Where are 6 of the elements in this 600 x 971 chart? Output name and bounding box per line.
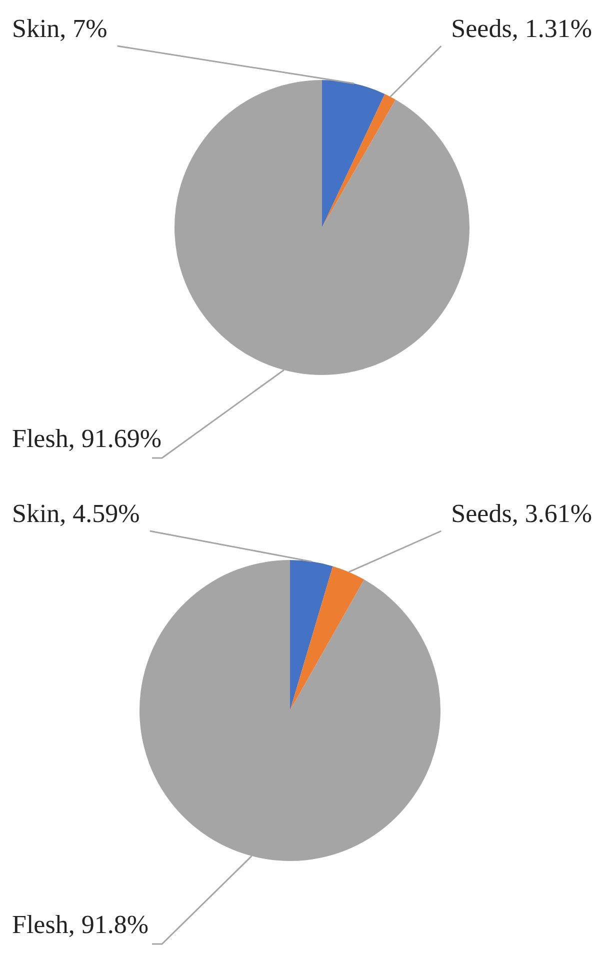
slice-label: Skin, 7%: [12, 14, 108, 43]
slice-label: Seeds, 1.31%: [451, 14, 592, 43]
slice-label: Flesh, 91.69%: [12, 424, 162, 453]
slice-label: Flesh, 91.8%: [12, 910, 148, 939]
slice-label: Skin, 4.59%: [12, 498, 140, 528]
slice-label: Seeds, 3.61%: [451, 498, 592, 528]
